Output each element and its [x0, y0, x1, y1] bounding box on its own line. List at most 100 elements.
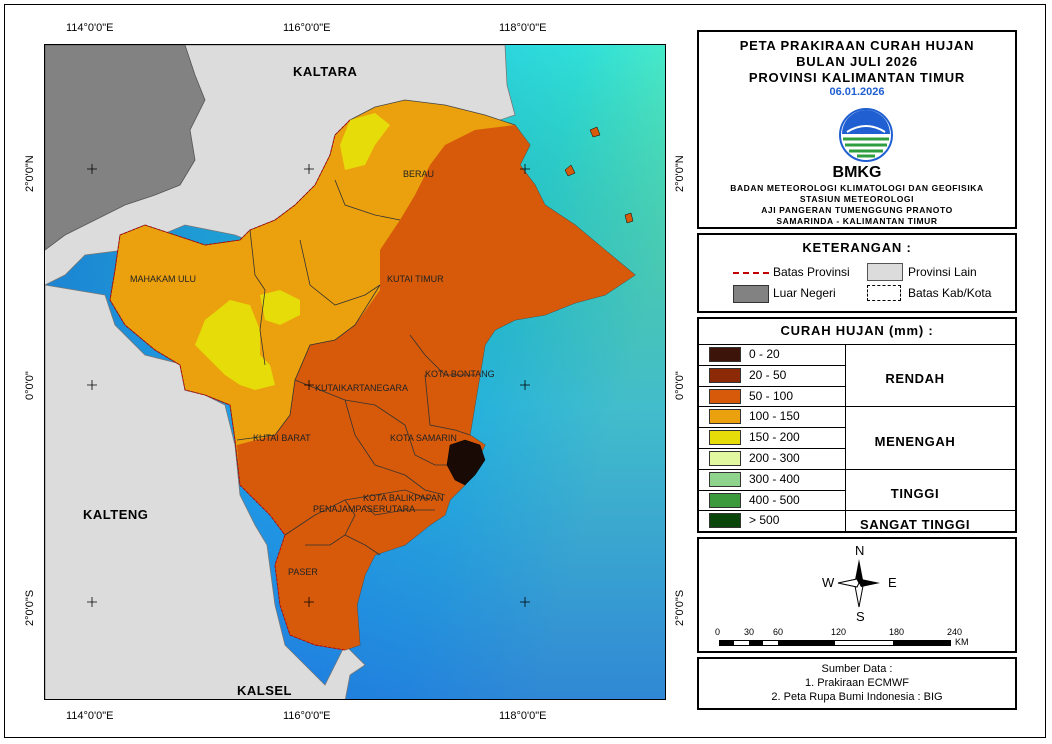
rainfall-swatch [709, 409, 741, 425]
scale-tick-label: 30 [744, 627, 755, 637]
rainfall-class-row: 200 - 300 [699, 449, 845, 470]
lat-label-2n-right: 2°0'0"N [674, 155, 686, 192]
region-150-200-west [195, 300, 275, 390]
rainfall-class-label: > 500 [749, 513, 780, 528]
org-line-3: AJI PANGERAN TUMENGGUNG PRANOTO [761, 205, 953, 215]
category-sangat-tinggi: SANGAT TINGGI [859, 517, 971, 532]
islands [564, 126, 634, 224]
map-svg [45, 45, 665, 699]
lon-label-114-top: 114°0'0"E [66, 22, 114, 34]
category-tinggi: TINGGI [890, 486, 940, 501]
compass-scale-panel: N S W E 0 30 60 120 180 240 KM [697, 537, 1017, 653]
scale-tick-label: 180 [889, 627, 905, 637]
source-line-2: 2. Peta Rupa Bumi Indonesia : BIG [771, 691, 943, 703]
rainfall-class-label: 20 - 50 [749, 367, 787, 382]
legend-panel: KETERANGAN : Batas Provinsi Provinsi Lai… [697, 233, 1017, 313]
lat-label-0-left: 0°0'0" [24, 371, 36, 400]
compass-n: N [855, 543, 865, 558]
rainfall-swatch [709, 367, 741, 383]
rainfall-class-row: 0 - 20 [699, 345, 845, 366]
map-area[interactable]: KALTARA KALTENG KALSEL BERAU MAHAKAM ULU… [44, 44, 666, 700]
title-line-2: BULAN JULI 2026 [796, 54, 918, 69]
scale-tick-label: 0 [715, 627, 721, 637]
label-kota-balikpapan: KOTA BALIKPAPAN [363, 493, 444, 503]
rainfall-class-row: 20 - 50 [699, 366, 845, 387]
map-frame [4, 4, 1046, 738]
rainfall-swatch [709, 388, 741, 404]
org-line-4: SAMARINDA - KALIMANTAN TIMUR [776, 216, 938, 226]
compass-s: S [856, 609, 865, 624]
legend-batas-kab: Batas Kab/Kota [908, 286, 992, 300]
compass-w: W [822, 575, 835, 590]
label-kota-bontang: KOTA BONTANG [425, 369, 495, 379]
lon-label-118-top: 118°0'0"E [499, 22, 547, 34]
label-kota-samarinda: KOTA SAMARIN [390, 433, 457, 443]
legend-luar-negeri: Luar Negeri [773, 286, 836, 300]
label-berau: BERAU [403, 169, 435, 179]
compass-e: E [888, 575, 897, 590]
bmkg-logo [837, 106, 895, 168]
rainfall-class-label: 400 - 500 [749, 492, 800, 507]
lon-label-116-bottom: 116°0'0"E [283, 710, 331, 722]
rainfall-class-row: 300 - 400 [699, 470, 845, 491]
rainfall-class-label: 0 - 20 [749, 347, 780, 361]
label-kalteng: KALTENG [83, 507, 149, 522]
rainfall-class-row: > 500 [699, 511, 845, 533]
label-kalsel: KALSEL [237, 683, 292, 698]
foreign-swatch [733, 285, 769, 303]
logo-text: BMKG [832, 164, 882, 181]
source-line-1: 1. Prakiraan ECMWF [805, 677, 909, 689]
foreign-country-land [45, 45, 206, 251]
region-150-200-north [340, 113, 390, 170]
rainfall-title: CURAH HUJAN (mm) : [780, 323, 934, 338]
rainfall-class-label: 300 - 400 [749, 471, 800, 486]
org-line-2: STASIUN METEOROLOGI [799, 194, 915, 204]
label-kaltara: KALTARA [293, 64, 358, 79]
region-50-100 [237, 125, 635, 650]
label-kutai-barat: KUTAI BARAT [253, 433, 311, 443]
rainfall-class-row: 150 - 200 [699, 428, 845, 449]
rainfall-panel: CURAH HUJAN (mm) : 0 - 20 20 - 50 50 - 100… [697, 317, 1017, 533]
rainfall-swatch [709, 513, 741, 529]
province-border-symbol [733, 272, 769, 274]
scale-ticks: 0 30 60 120 180 240 [699, 627, 1015, 641]
scale-tick-label: 60 [773, 627, 784, 637]
legend-batas-provinsi: Batas Provinsi [773, 265, 850, 279]
label-kutai-kartanegara: KUTAIKARTANEGARA [315, 383, 409, 393]
rainfall-swatch [709, 347, 741, 362]
category-rendah: RENDAH [885, 371, 945, 386]
rainfall-swatch [709, 492, 741, 508]
bmkg-logo-icon [839, 108, 893, 162]
title-line-3: PROVINSI KALIMANTAN TIMUR [748, 70, 966, 85]
lat-label-2n-left: 2°0'0"N [24, 155, 36, 192]
label-mahakam-ulu: MAHAKAM ULU [130, 274, 197, 284]
source-panel: Sumber Data : 1. Prakiraan ECMWF 2. Peta… [697, 657, 1017, 710]
label-paser: PASER [288, 567, 318, 577]
scale-tick-label: 240 [947, 627, 963, 637]
org-line-1: BADAN METEOROLOGI KLIMATOLOGI DAN GEOFIS… [730, 183, 984, 193]
lat-label-2s-right: 2°0'0"S [674, 589, 686, 626]
lon-label-114-bottom: 114°0'0"E [66, 710, 114, 722]
legend-title: KETERANGAN : [802, 240, 912, 255]
regency-boundaries [236, 179, 475, 556]
region-150-200-central [260, 290, 300, 325]
rainfall-swatch [709, 430, 741, 446]
lat-label-2s-left: 2°0'0"S [24, 589, 36, 626]
rainfall-class-label: 100 - 150 [749, 409, 800, 424]
rainfall-class-row: 100 - 150 [699, 407, 845, 429]
rainfall-swatch [709, 471, 741, 487]
lon-label-118-bottom: 118°0'0"E [499, 710, 547, 722]
lat-label-0-right: 0°0'0" [674, 371, 686, 400]
scale-tick-label: 120 [831, 627, 847, 637]
category-menengah: MENENGAH [874, 434, 956, 449]
rainfall-class-label: 200 - 300 [749, 451, 800, 465]
label-kutai-timur: KUTAI TIMUR [387, 274, 444, 284]
graticule-crosses [87, 164, 530, 607]
lon-label-116-top: 116°0'0"E [283, 22, 331, 34]
scale-bar [719, 640, 951, 646]
other-province-swatch [867, 263, 903, 281]
rainfall-class-row: 50 - 100 [699, 387, 845, 408]
rainfall-swatch [709, 451, 741, 466]
scale-unit: KM [955, 637, 969, 647]
legend-provinsi-lain: Provinsi Lain [908, 265, 977, 279]
